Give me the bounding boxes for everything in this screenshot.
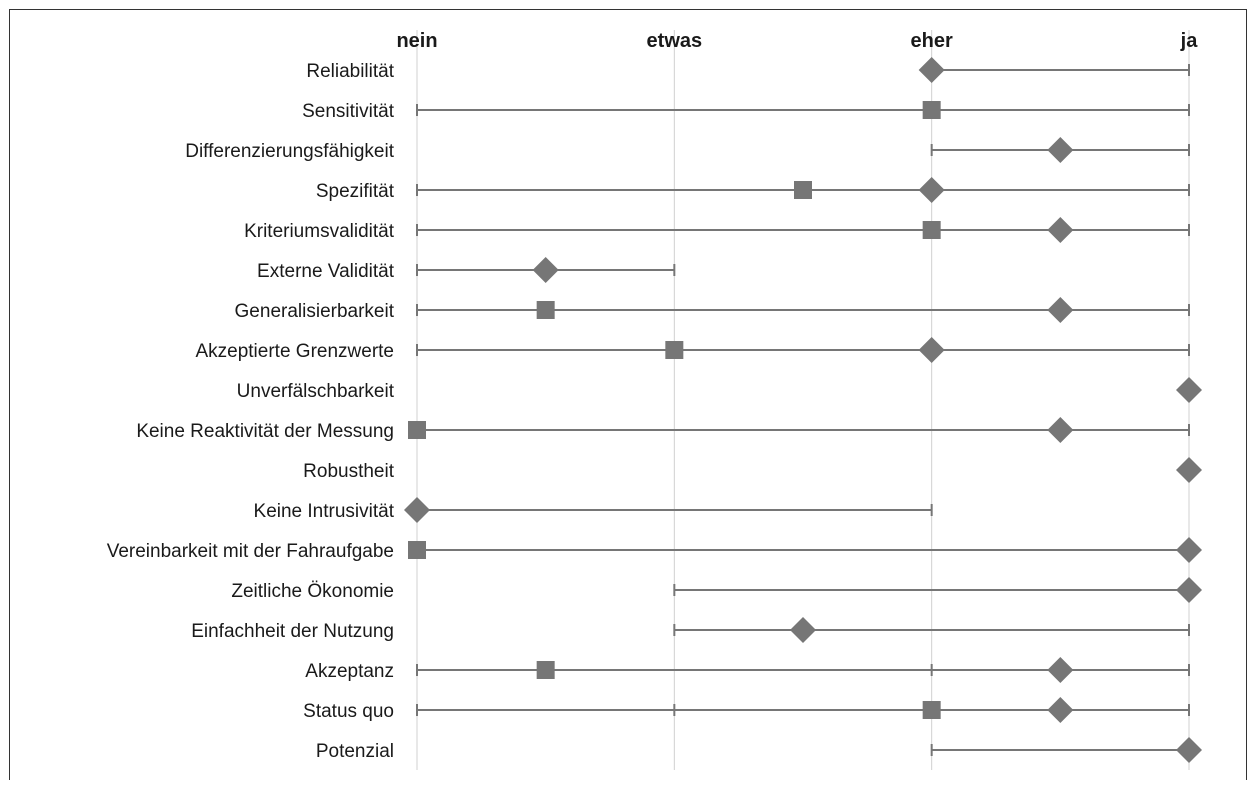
square-marker bbox=[408, 421, 426, 439]
row-10: Keine Reaktivität der Messung bbox=[136, 417, 1190, 443]
category-label: Potenzial bbox=[316, 741, 394, 762]
square-marker bbox=[922, 221, 941, 239]
diamond-marker bbox=[1047, 297, 1074, 323]
x-tick-label-eher: eher bbox=[911, 30, 953, 52]
diamond-marker bbox=[1047, 417, 1074, 443]
row-15: Einfachheit der Nutzung bbox=[191, 617, 1190, 643]
diamond-marker bbox=[1047, 697, 1074, 723]
diamond-marker bbox=[790, 617, 816, 643]
x-tick-labels: nein etwas eher ja bbox=[396, 30, 1198, 52]
diamond-marker bbox=[1176, 537, 1202, 563]
grid-layer bbox=[416, 30, 1190, 770]
category-label: Generalisierbarkeit bbox=[235, 301, 395, 322]
x-tick-label-ja: ja bbox=[1180, 30, 1199, 52]
category-label: Differenzierungsfähigkeit bbox=[185, 141, 394, 162]
row-7: Generalisierbarkeit bbox=[235, 297, 1190, 323]
diamond-marker bbox=[404, 497, 430, 523]
diamond-marker bbox=[1176, 377, 1202, 403]
category-label: Robustheit bbox=[303, 461, 395, 482]
row-13: Vereinbarkeit mit der Fahraufgabe bbox=[107, 537, 1202, 563]
row-9: Unverfälschbarkeit bbox=[237, 377, 1202, 403]
x-tick-label-etwas: etwas bbox=[647, 30, 703, 52]
square-marker bbox=[922, 701, 941, 719]
category-label: Kriteriumsvalidität bbox=[244, 221, 395, 242]
diamond-marker bbox=[918, 337, 945, 363]
category-label: Akzeptanz bbox=[305, 661, 394, 682]
category-label: Keine Reaktivität der Messung bbox=[136, 421, 394, 442]
row-14: Zeitliche Ökonomie bbox=[231, 577, 1202, 603]
row-2: Sensitivität bbox=[302, 101, 1190, 122]
row-3: Differenzierungsfähigkeit bbox=[185, 137, 1190, 163]
diamond-marker bbox=[918, 177, 945, 203]
row-6: Externe Validität bbox=[257, 257, 676, 283]
row-17: Status quo bbox=[303, 697, 1190, 723]
square-marker bbox=[408, 541, 426, 559]
chart-frame bbox=[9, 9, 1247, 780]
row-12: Keine Intrusivität bbox=[254, 497, 933, 523]
diamond-marker bbox=[1176, 577, 1202, 603]
square-marker bbox=[665, 341, 684, 359]
category-label: Vereinbarkeit mit der Fahraufgabe bbox=[107, 541, 394, 562]
category-label: Sensitivität bbox=[302, 101, 395, 122]
square-marker bbox=[922, 101, 941, 119]
row-5: Kriteriumsvalidität bbox=[244, 217, 1190, 243]
category-label: Zeitliche Ökonomie bbox=[231, 581, 394, 602]
row-4: Spezifität bbox=[316, 177, 1190, 203]
category-label: Akzeptierte Grenzwerte bbox=[195, 341, 394, 362]
diamond-marker bbox=[918, 57, 945, 83]
square-marker bbox=[536, 661, 555, 679]
square-marker bbox=[536, 301, 555, 319]
category-label: Reliabilität bbox=[306, 61, 394, 82]
square-marker bbox=[794, 181, 812, 199]
row-18: Potenzial bbox=[316, 737, 1202, 763]
row-11: Robustheit bbox=[303, 457, 1202, 483]
diamond-marker bbox=[1047, 217, 1074, 243]
rows-layer: Reliabilität Sensitivität Differenzierungs… bbox=[107, 57, 1202, 763]
category-label: Status quo bbox=[303, 701, 394, 722]
category-label: Externe Validität bbox=[257, 261, 395, 282]
category-label: Unverfälschbarkeit bbox=[237, 381, 395, 402]
diamond-marker bbox=[1047, 657, 1074, 683]
row-1: Reliabilität bbox=[306, 57, 1190, 83]
x-tick-label-nein: nein bbox=[396, 30, 437, 52]
category-label: Einfachheit der Nutzung bbox=[191, 621, 394, 642]
diamond-marker bbox=[1047, 137, 1074, 163]
category-label: Keine Intrusivität bbox=[254, 501, 395, 522]
diamond-marker bbox=[1176, 737, 1202, 763]
diamond-marker bbox=[532, 257, 559, 283]
diamond-marker bbox=[1176, 457, 1202, 483]
row-16: Akzeptanz bbox=[305, 657, 1190, 683]
category-label: Spezifität bbox=[316, 181, 395, 202]
row-8: Akzeptierte Grenzwerte bbox=[195, 337, 1190, 363]
